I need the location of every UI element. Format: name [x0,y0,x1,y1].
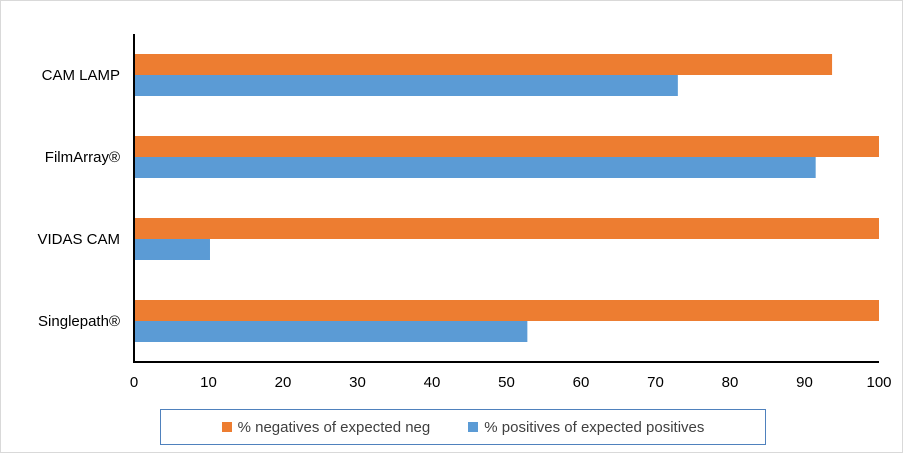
legend-item-negatives: % negatives of expected neg [221,418,431,436]
bar-positives-2 [134,239,210,260]
legend-item-positives: % positives of expected positives [468,419,704,436]
category-label: Singlepath® [38,313,120,330]
x-tick-label: 40 [424,374,441,391]
chart-legend: % negatives of expected neg % positives … [160,409,766,445]
x-tick-label: 60 [573,374,590,391]
x-tick-label: 30 [349,374,366,391]
x-tick-label: 10 [200,374,217,391]
bar-positives-0 [134,75,678,96]
x-axis-ticks: 0 10 20 30 40 50 60 70 80 90 100 [130,374,892,391]
x-tick-label: 70 [647,374,664,391]
category-label: CAM LAMP [42,67,120,84]
x-tick-label: 90 [796,374,813,391]
x-tick-label: 80 [722,374,739,391]
bar-negatives-0 [134,54,833,75]
legend-label-negatives: % negatives of expected neg [237,418,431,436]
x-tick-label: 0 [130,374,138,391]
x-tick-label: 100 [866,374,891,391]
x-tick-label: 20 [275,374,292,391]
legend-swatch-negatives [221,422,232,432]
bar-negatives-1 [134,136,879,157]
bar-negatives-3 [134,300,879,321]
legend-swatch-positives [468,422,479,432]
category-label: FilmArray® [45,149,120,166]
legend-label-positives: % positives of expected positives [484,418,705,436]
bar-negatives-2 [134,218,879,239]
bars-group [134,54,879,342]
category-label: VIDAS CAM [37,231,120,248]
x-tick-label: 50 [498,374,515,391]
category-labels: CAM LAMP FilmArray® VIDAS CAM Singlepath® [37,67,120,330]
bar-positives-1 [134,157,816,178]
bar-positives-3 [134,321,528,342]
